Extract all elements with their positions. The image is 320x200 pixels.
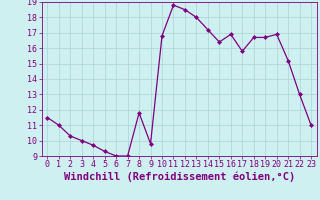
X-axis label: Windchill (Refroidissement éolien,°C): Windchill (Refroidissement éolien,°C)	[64, 172, 295, 182]
